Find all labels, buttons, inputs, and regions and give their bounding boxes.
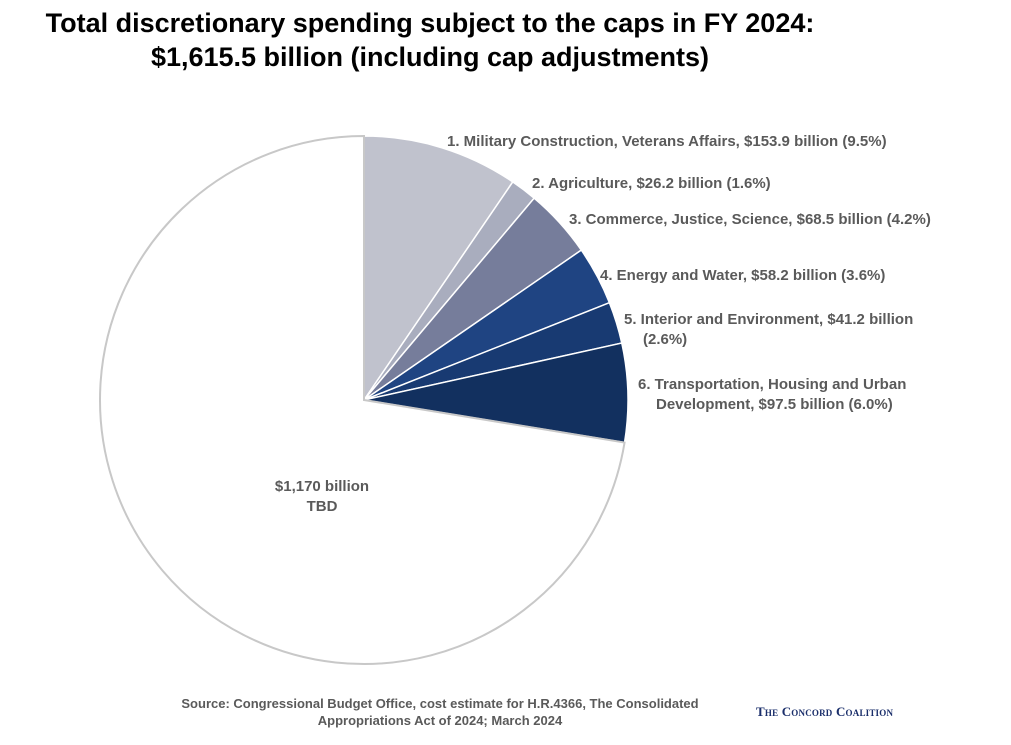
chart-title-line-2: $1,615.5 billion (including cap adjustme…: [150, 42, 710, 72]
slice-label-6-line-1: 6. Transportation, Housing and Urban: [638, 376, 906, 393]
slice-label-1-line-1: 1. Military Construction, Veterans Affai…: [447, 133, 887, 150]
slice-label-2-line-1: 2. Agriculture, $26.2 billion (1.6%): [532, 175, 771, 192]
slice-label-4-line-1: 4. Energy and Water, $58.2 billion (3.6%…: [600, 267, 885, 284]
slice-label-3-line-1: 3. Commerce, Justice, Science, $68.5 bil…: [569, 211, 931, 228]
slice-label-5-line-1: 5. Interior and Environment, $41.2 billi…: [624, 311, 913, 328]
chart-title: Total discretionary spending subject to …: [0, 6, 860, 74]
source-line-2: Appropriations Act of 2024; March 2024: [317, 713, 563, 728]
slice-label-5-line-2: (2.6%): [643, 331, 687, 348]
slice-label-7-line-1: $1,170 billion: [275, 478, 369, 495]
concord-coalition-logo: The Concord Coalition: [756, 704, 894, 719]
pie-slice-1: [363, 135, 514, 403]
chart-title-line-1: Total discretionary spending subject to …: [45, 8, 815, 38]
slice-label-7-line-2: TBD: [307, 498, 338, 515]
slice-label-6-line-2: Development, $97.5 billion (6.0%): [656, 396, 893, 413]
pie-slice-7: [99, 134, 626, 665]
source-note: Source: Congressional Budget Office, cos…: [140, 695, 740, 729]
source-line-1: Source: Congressional Budget Office, cos…: [181, 696, 699, 711]
